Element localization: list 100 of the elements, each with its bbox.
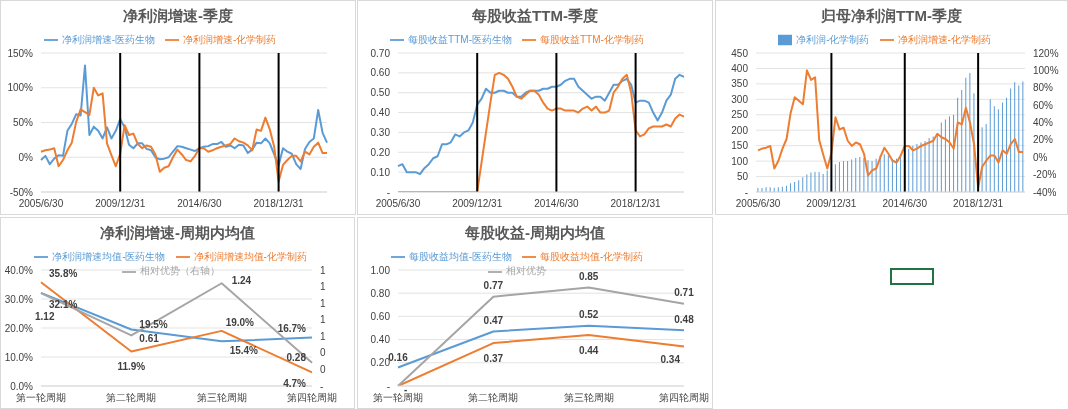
y-tick-label: 0.50 — [370, 87, 391, 99]
y-tick-label: 0.20 — [370, 146, 391, 158]
y-tick-label: 350 — [731, 78, 749, 90]
y2-tick-label: 60% — [1033, 99, 1054, 111]
x-tick-label: 2005/6/30 — [18, 198, 64, 210]
y-tick-label: 250 — [731, 109, 749, 121]
legend-label: 每股收益TTM-医药生物 — [408, 34, 512, 45]
legend-label: 净利润-化学制药 — [796, 34, 870, 45]
y-tick-label: 0.60 — [370, 310, 391, 322]
x-tick-label: 2014/6/30 — [177, 198, 223, 210]
x-tick-label: 2018/12/31 — [953, 198, 1004, 210]
data-label: 35.8% — [49, 267, 78, 279]
y2-tick-label: 1 — [320, 314, 326, 326]
data-label: 4.7% — [283, 378, 307, 390]
legend-label: 相对优势（右轴） — [139, 265, 220, 277]
data-label: 0.48 — [674, 313, 695, 325]
data-label: 1.12 — [35, 310, 55, 322]
legend-label: 净利润增速均值-医药生物 — [52, 251, 166, 262]
x-tick-label: 2005/6/30 — [375, 198, 421, 210]
y-tick-label: 10.0% — [4, 351, 34, 363]
y2-tick-label: - — [320, 380, 324, 392]
data-label: 0.52 — [578, 309, 599, 321]
y2-tick-label: 100% — [1033, 64, 1059, 76]
y-tick-label: 0% — [18, 151, 34, 163]
chart-title: 净利润增速-周期内均值 — [99, 223, 256, 243]
legend-label: 每股收益均值-化学制药 — [540, 251, 644, 262]
data-label: 11.9% — [117, 361, 146, 373]
x-tick-label: 2018/12/31 — [253, 198, 305, 210]
y2-tick-label: -20% — [1033, 169, 1057, 181]
y2-tick-label: -40% — [1033, 186, 1057, 198]
legend-label: 净利润增速-化学制药 — [183, 34, 277, 45]
data-label: 0.77 — [483, 280, 504, 292]
chart-title: 每股收益TTM-季度 — [471, 6, 599, 26]
y2-tick-label: 1 — [320, 330, 326, 342]
x-tick-label: 2014/6/30 — [882, 198, 928, 210]
y2-tick-label: 1 — [320, 281, 326, 293]
y-tick-label: 100 — [731, 155, 749, 167]
x-tick-label: 2018/12/31 — [610, 198, 662, 210]
data-label: 19.0% — [225, 316, 255, 328]
y2-tick-label: 1 — [320, 297, 326, 309]
x-tick-label: 第二轮周期 — [106, 392, 157, 404]
x-tick-label: 第四轮周期 — [287, 392, 337, 404]
x-tick-label: 第一轮周期 — [373, 392, 423, 404]
y2-tick-label: 40% — [1033, 117, 1054, 129]
y-tick-label: 1.00 — [370, 264, 391, 276]
y-tick-label: - — [386, 380, 390, 392]
y2-tick-label: 0 — [320, 347, 326, 359]
y-tick-label: 0.40 — [370, 334, 391, 346]
y2-tick-label: 0 — [320, 363, 326, 375]
y-tick-label: 0.70 — [370, 47, 391, 59]
y-tick-label: - — [386, 186, 390, 198]
y-tick-label: 200 — [731, 124, 749, 136]
chart-title: 净利润增速-季度 — [122, 6, 234, 26]
legend-label: 净利润增速-医药生物 — [61, 34, 155, 45]
legend-label: 净利润增速-化学制药 — [897, 34, 991, 45]
y2-tick-label: 120% — [1033, 47, 1059, 59]
legend-label: 每股收益均值-医药生物 — [408, 251, 512, 262]
x-tick-label: 2005/6/30 — [735, 198, 781, 210]
y-tick-label: -50% — [9, 186, 34, 198]
y2-tick-label: 0% — [1033, 151, 1048, 163]
y-tick-label: 150 — [731, 140, 749, 152]
y2-tick-label: 1 — [320, 264, 326, 276]
data-label: 1.24 — [231, 274, 252, 286]
y-tick-label: 30.0% — [4, 293, 34, 305]
data-label: 0.47 — [483, 315, 504, 327]
y-tick-label: 0.60 — [370, 67, 391, 79]
x-tick-label: 第三轮周期 — [196, 392, 247, 404]
y-tick-label: 50 — [736, 171, 749, 183]
data-label: 15.4% — [229, 344, 259, 356]
data-label: 0.85 — [578, 271, 599, 283]
y-tick-label: 450 — [731, 47, 749, 59]
y-tick-label: 300 — [731, 93, 749, 105]
y-tick-label: 0.40 — [370, 107, 391, 119]
y2-tick-label: 20% — [1033, 134, 1054, 146]
y-tick-label: 150% — [7, 47, 34, 59]
chart-title: 归母净利润TTM-季度 — [820, 6, 963, 26]
y-tick-label: 0.80 — [370, 287, 391, 299]
legend-label: 净利润增速均值-化学制药 — [193, 251, 307, 262]
data-label: 0.28 — [286, 352, 307, 364]
data-label: 0.37 — [483, 352, 504, 364]
y2-tick-label: 80% — [1033, 82, 1054, 94]
data-label: 0.44 — [578, 344, 599, 356]
y-tick-label: 400 — [731, 62, 749, 74]
chart-title: 每股收益-周期内均值 — [464, 223, 606, 243]
data-label: 0.34 — [660, 354, 681, 366]
data-label: 16.7% — [277, 323, 307, 335]
y-tick-label: 100% — [7, 82, 34, 94]
legend-label: 每股收益TTM-化学制药 — [540, 34, 644, 45]
x-tick-label: 第四轮周期 — [659, 392, 709, 404]
y-tick-label: 0.0% — [10, 380, 34, 392]
x-tick-label: 2014/6/30 — [534, 198, 580, 210]
x-tick-label: 第一轮周期 — [16, 392, 66, 404]
x-tick-label: 2009/12/31 — [806, 198, 857, 210]
legend-label: 相对优势 — [506, 265, 546, 277]
x-tick-label: 2009/12/31 — [95, 198, 146, 210]
data-label: 0.71 — [674, 287, 695, 299]
x-tick-label: 第三轮周期 — [563, 392, 614, 404]
x-tick-label: 第二轮周期 — [468, 392, 519, 404]
y-tick-label: - — [744, 186, 748, 198]
data-label: 19.5% — [139, 319, 168, 331]
